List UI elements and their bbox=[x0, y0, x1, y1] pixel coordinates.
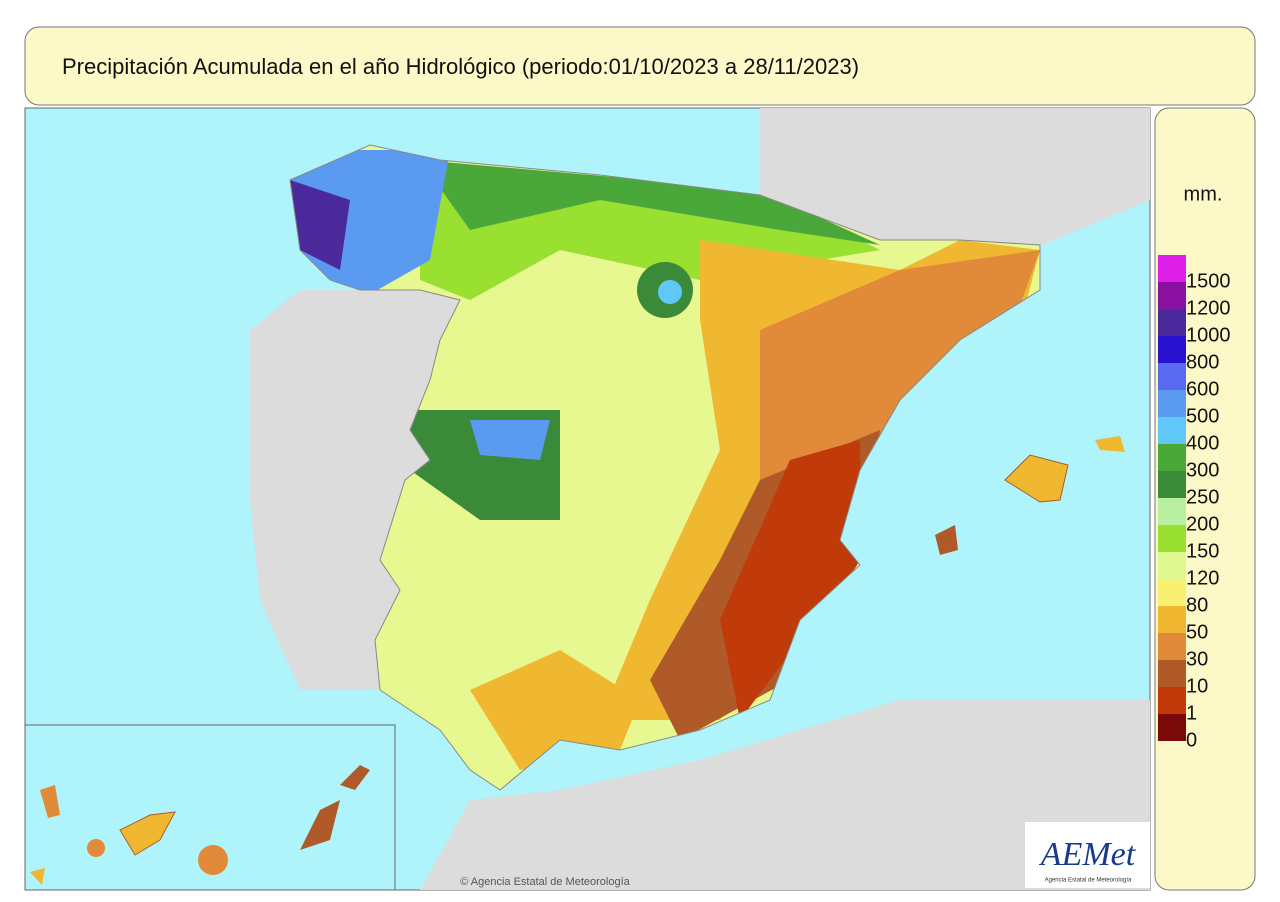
logo-box bbox=[1025, 822, 1150, 888]
legend-label: 400 bbox=[1186, 432, 1219, 454]
legend-swatch bbox=[1158, 525, 1186, 552]
legend-swatch bbox=[1158, 471, 1186, 498]
legend-label: 1000 bbox=[1186, 324, 1231, 346]
legend-label: 10 bbox=[1186, 675, 1208, 697]
island bbox=[300, 800, 340, 850]
legend-label: 200 bbox=[1186, 513, 1219, 535]
island bbox=[340, 765, 370, 790]
africa bbox=[420, 700, 1150, 890]
legend-swatch bbox=[1158, 579, 1186, 606]
legend-label: 50 bbox=[1186, 621, 1208, 643]
legend-swatch bbox=[1158, 390, 1186, 417]
mallorca bbox=[1004, 454, 1069, 503]
legend-swatch bbox=[1158, 714, 1186, 741]
logo-caption: Agencia Estatal de Meteorología bbox=[1045, 878, 1132, 884]
legend-swatch bbox=[1158, 309, 1186, 336]
legend-swatch bbox=[1158, 660, 1186, 687]
island bbox=[119, 811, 176, 856]
title-box bbox=[24, 26, 1256, 106]
legend-unit: mm. bbox=[1184, 183, 1223, 205]
island bbox=[87, 839, 105, 857]
legend-label: 120 bbox=[1186, 567, 1219, 589]
legend-label: 500 bbox=[1186, 405, 1219, 427]
island bbox=[30, 868, 45, 885]
legend-label: 300 bbox=[1186, 459, 1219, 481]
legend-swatch bbox=[1158, 606, 1186, 633]
france bbox=[760, 108, 1150, 250]
ibiza bbox=[935, 525, 958, 555]
logo: AEMet bbox=[1039, 836, 1137, 873]
menorca bbox=[1095, 436, 1125, 452]
legend-swatch bbox=[1158, 417, 1186, 444]
legend-label: 1200 bbox=[1186, 297, 1231, 319]
legend-swatch bbox=[1158, 363, 1186, 390]
legend-label: 800 bbox=[1186, 351, 1219, 373]
legend-label: 1500 bbox=[1186, 270, 1231, 292]
portugal bbox=[250, 290, 460, 690]
legend-swatch bbox=[1158, 687, 1186, 714]
legend-label: 30 bbox=[1186, 648, 1208, 670]
legend-label: 80 bbox=[1186, 594, 1208, 616]
legend-label: 600 bbox=[1186, 378, 1219, 400]
copyright: © Agencia Estatal de Meteorología bbox=[460, 876, 630, 888]
legend-swatch bbox=[1158, 633, 1186, 660]
legend-label: 0 bbox=[1186, 729, 1197, 751]
island bbox=[40, 785, 60, 818]
legend-label: 250 bbox=[1186, 486, 1219, 508]
island bbox=[198, 845, 228, 875]
legend-swatch bbox=[1158, 255, 1186, 282]
legend-label: 1 bbox=[1186, 702, 1197, 724]
legend-swatch bbox=[1158, 444, 1186, 471]
legend-swatch bbox=[1158, 282, 1186, 309]
precipitation-field bbox=[290, 145, 1040, 790]
title: Precipitación Acumulada en el año Hidrol… bbox=[62, 54, 859, 79]
legend-label: 150 bbox=[1186, 540, 1219, 562]
legend-swatch bbox=[1158, 498, 1186, 525]
spain-outline bbox=[289, 144, 1041, 791]
legend: 1500120010008006005004003002502001501208… bbox=[1158, 255, 1231, 751]
legend-swatch bbox=[1158, 336, 1186, 363]
legend-swatch bbox=[1158, 552, 1186, 579]
